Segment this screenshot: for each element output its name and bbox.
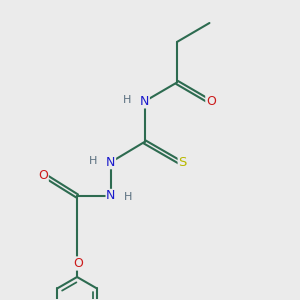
Text: H: H bbox=[123, 192, 132, 202]
Text: N: N bbox=[106, 156, 116, 169]
Text: N: N bbox=[140, 95, 149, 108]
Text: H: H bbox=[123, 95, 131, 105]
Text: O: O bbox=[206, 95, 216, 108]
Text: S: S bbox=[178, 156, 187, 169]
Text: H: H bbox=[89, 156, 98, 166]
Text: N: N bbox=[106, 189, 116, 203]
Text: O: O bbox=[38, 169, 48, 182]
Text: O: O bbox=[74, 257, 83, 270]
